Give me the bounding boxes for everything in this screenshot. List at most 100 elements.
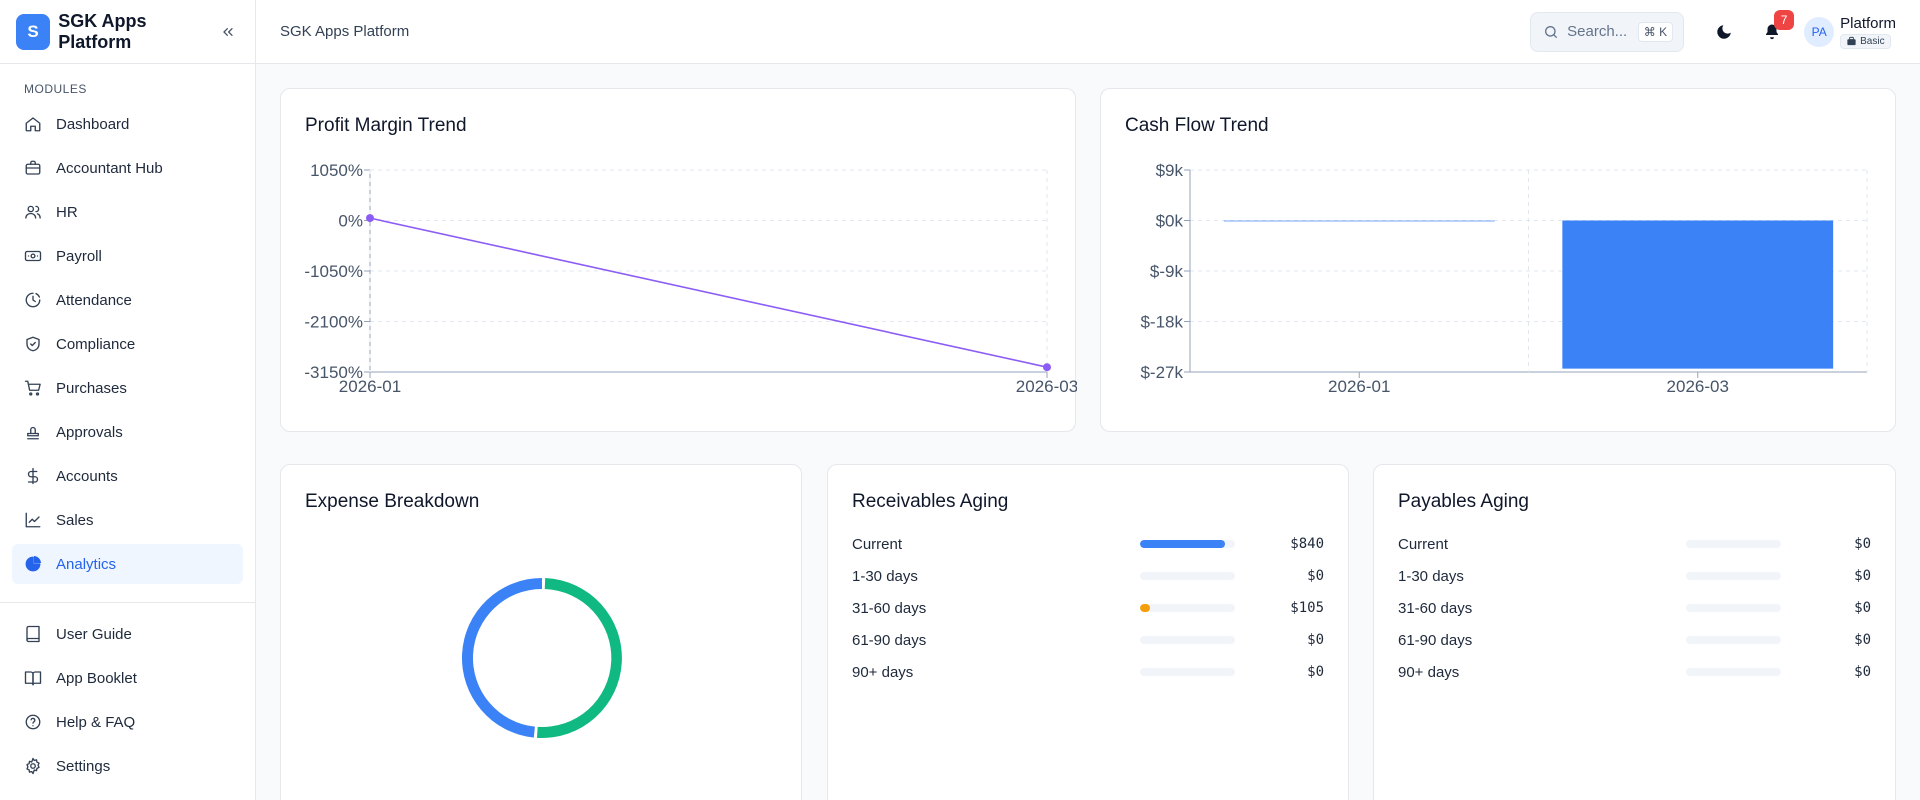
book-icon — [26, 625, 40, 643]
plan-label: Basic — [1860, 35, 1885, 47]
sidebar-item-hr[interactable]: HR — [12, 192, 243, 232]
sidebar-item-compliance[interactable]: Compliance — [12, 324, 243, 364]
y-tick-label: -2100% — [304, 313, 363, 332]
aging-progress-track — [1140, 572, 1235, 580]
theme-toggle-button[interactable] — [1708, 16, 1740, 48]
sidebar-item-label: Attendance — [56, 291, 132, 309]
aging-label: 1-30 days — [1398, 567, 1464, 585]
donut-slice — [461, 578, 542, 738]
sidebar-item-dashboard[interactable]: Dashboard — [12, 104, 243, 144]
x-tick-label: 2026-01 — [339, 377, 401, 396]
x-tick-label: 2026-03 — [1016, 377, 1077, 396]
aging-value: $0 — [1854, 600, 1871, 616]
sidebar-item-approvals[interactable]: Approvals — [12, 412, 243, 452]
sidebar-item-label: Approvals — [56, 423, 123, 441]
collapse-sidebar-button[interactable] — [216, 20, 239, 44]
briefcase-icon — [1847, 36, 1856, 45]
y-tick-label: $-9k — [1150, 262, 1184, 281]
search-placeholder: Search... — [1567, 23, 1628, 40]
notifications-button[interactable]: 7 — [1756, 9, 1795, 48]
y-tick-label: 0% — [338, 212, 363, 231]
card-title: Profit Margin Trend — [305, 115, 467, 136]
avatar[interactable]: PA — [1804, 16, 1835, 47]
sidebar-item-label: Purchases — [56, 379, 127, 397]
sidebar-item-label: User Guide — [56, 625, 132, 643]
y-tick-label: -1050% — [304, 262, 363, 281]
aging-value: $0 — [1854, 536, 1871, 552]
banknote-icon — [24, 250, 42, 262]
aging-row: 1-30 days $0 — [852, 560, 1324, 592]
sidebar-item-accounts[interactable]: Accounts — [12, 456, 243, 496]
pie-chart-icon — [25, 555, 42, 572]
user-menu[interactable]: Platform Basic — [1840, 15, 1896, 49]
help-circle-icon — [25, 714, 41, 730]
aging-row: 90+ days $0 — [852, 656, 1324, 688]
sidebar-item-purchases[interactable]: Purchases — [12, 368, 243, 408]
y-tick-label: $0k — [1156, 212, 1184, 231]
search-icon — [1545, 25, 1558, 38]
clock-icon — [25, 292, 41, 308]
profit-margin-card: Profit Margin Trend 1050% 0% -1050% -2100% -… — [280, 88, 1077, 432]
aging-value: $0 — [1854, 632, 1871, 648]
sidebar-item-label: Accountant Hub — [56, 159, 163, 177]
sidebar: S SGK Apps Platform MODULES Dashboard Acc… — [0, 0, 256, 800]
search-input[interactable]: Search... ⌘ K — [1530, 11, 1685, 52]
aging-label: 1-30 days — [852, 567, 918, 585]
receivables-aging-card: Receivables Aging Current $840 1-30 days $0… — [827, 464, 1349, 800]
aging-progress-track — [1686, 540, 1781, 548]
y-tick-label: $-27k — [1140, 363, 1183, 382]
sidebar-item-label: App Booklet — [56, 669, 137, 687]
sidebar-bottom-nav: User Guide App Booklet Help & FAQ Settings — [0, 614, 255, 786]
book-open-icon — [24, 671, 42, 686]
sidebar-item-label: Help & FAQ — [56, 713, 136, 731]
sidebar-item-sales[interactable]: Sales — [12, 500, 243, 540]
sidebar-item-label: HR — [56, 203, 78, 221]
brand: S SGK Apps Platform — [0, 0, 255, 64]
payables-aging-list: Current $0 1-30 days $0 31-60 days $0 61-90 da… — [1398, 528, 1871, 688]
aging-progress-track — [1686, 636, 1781, 644]
search-shortcut: ⌘ K — [1637, 21, 1674, 42]
sidebar-item-payroll[interactable]: Payroll — [12, 236, 243, 276]
sidebar-item-attendance[interactable]: Attendance — [12, 280, 243, 320]
y-tick-label: -3150% — [304, 363, 363, 382]
sidebar-item-label: Payroll — [56, 247, 102, 265]
y-tick-label: 1050% — [310, 161, 363, 180]
bar — [1562, 220, 1834, 369]
aging-value: $0 — [1307, 632, 1324, 648]
profit-margin-chart: 1050% 0% -1050% -2100% -3150%2026-01 2026-03 — [304, 161, 1077, 396]
chevrons-left-icon — [222, 27, 233, 36]
users-icon — [25, 205, 41, 219]
y-tick-label: $-18k — [1140, 313, 1183, 332]
payables-aging-card: Payables Aging Current $0 1-30 days $0 31-60… — [1373, 464, 1896, 800]
page-title: SGK Apps Platform — [280, 23, 410, 40]
aging-value: $0 — [1854, 664, 1871, 680]
sidebar-item-help-faq[interactable]: Help & FAQ — [12, 702, 243, 742]
home-icon — [25, 117, 41, 132]
sidebar-item-settings[interactable]: Settings — [12, 746, 243, 786]
brand-name[interactable]: SGK Apps Platform — [58, 10, 147, 52]
aging-row: 61-90 days $0 — [852, 624, 1324, 656]
aging-label: Current — [852, 535, 903, 553]
sidebar-item-label: Accounts — [56, 467, 118, 485]
sidebar-item-app-booklet[interactable]: App Booklet — [12, 658, 243, 698]
x-tick-label: 2026-01 — [1328, 377, 1390, 396]
header-actions: Search... ⌘ K 7 PA Platform Basic — [1530, 9, 1896, 52]
sidebar-item-analytics[interactable]: Analytics — [12, 544, 243, 584]
aging-value: $0 — [1307, 568, 1324, 584]
notification-count-badge: 7 — [1774, 9, 1795, 30]
aging-row: 61-90 days $0 — [1398, 624, 1871, 656]
sidebar-item-label: Settings — [56, 757, 111, 775]
aging-value: $840 — [1290, 536, 1324, 552]
cart-icon — [24, 380, 41, 396]
moon-icon — [1717, 24, 1731, 39]
brand-logo[interactable]: S — [16, 13, 51, 50]
trending-up-icon — [25, 512, 41, 528]
aging-row: 1-30 days $0 — [1398, 560, 1871, 592]
aging-label: 61-90 days — [852, 631, 927, 649]
receivables-aging-list: Current $840 1-30 days $0 31-60 days $105 61-9… — [852, 528, 1324, 688]
sidebar-item-accountant-hub[interactable]: Accountant Hub — [12, 148, 243, 188]
sidebar-item-user-guide[interactable]: User Guide — [12, 614, 243, 654]
donut-slice — [536, 578, 622, 738]
sidebar-item-label: Analytics — [56, 555, 117, 573]
